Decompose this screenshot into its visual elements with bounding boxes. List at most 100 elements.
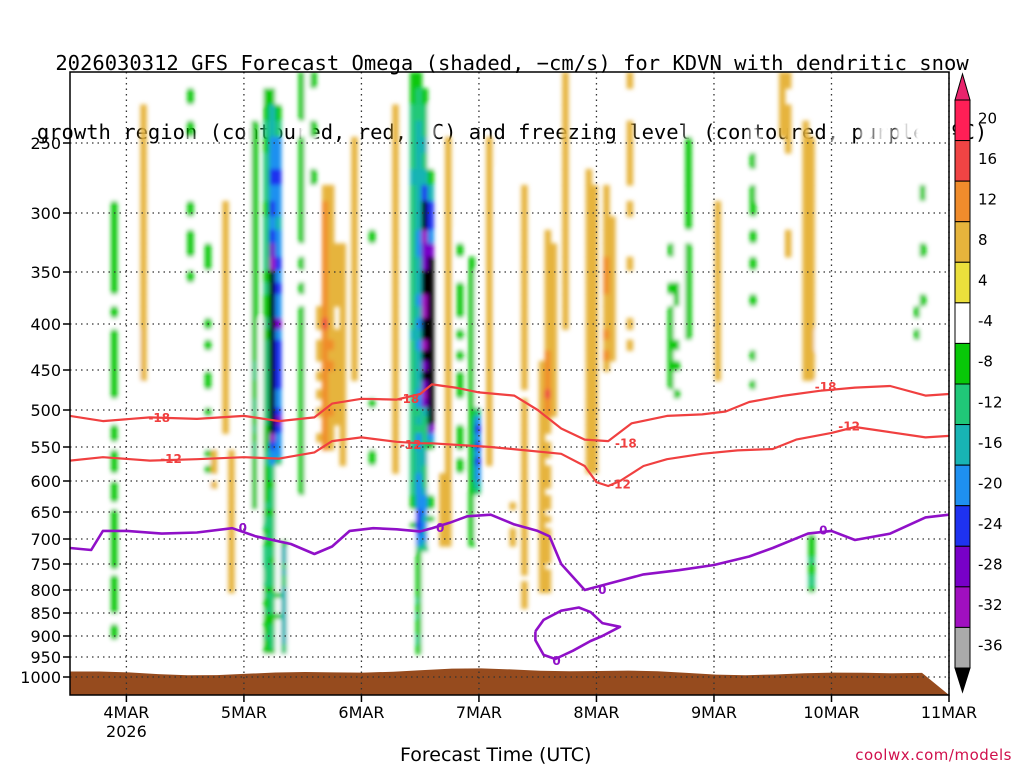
omega-cell bbox=[521, 270, 528, 283]
omega-cell bbox=[609, 229, 616, 244]
omega-cell bbox=[925, 136, 933, 154]
omega-cell bbox=[445, 169, 452, 186]
source-credit[interactable]: coolwx.com/models bbox=[855, 746, 1012, 764]
omega-cell bbox=[298, 72, 305, 89]
omega-cell bbox=[866, 256, 874, 271]
omega-cell bbox=[415, 318, 423, 330]
omega-cell bbox=[140, 104, 147, 122]
omega-cell bbox=[204, 360, 212, 372]
omega-cell bbox=[409, 473, 417, 482]
omega-cell bbox=[802, 243, 809, 258]
omega-cell bbox=[919, 243, 927, 258]
omega-cell bbox=[333, 243, 341, 258]
omega-cell bbox=[275, 551, 282, 559]
omega-cell bbox=[421, 592, 429, 599]
omega-cell bbox=[245, 185, 253, 202]
omega-cell bbox=[204, 416, 212, 426]
omega-cell bbox=[562, 185, 569, 202]
omega-cell bbox=[228, 540, 235, 547]
omega-cell bbox=[685, 256, 692, 271]
omega-cell bbox=[913, 216, 921, 231]
omega-cell bbox=[562, 104, 569, 122]
omega-cell bbox=[902, 360, 909, 372]
omega-cell bbox=[603, 216, 610, 231]
omega-cell bbox=[831, 216, 839, 231]
omega-cell bbox=[368, 441, 376, 451]
omega-cell bbox=[140, 201, 147, 217]
omega-cell bbox=[421, 153, 429, 170]
omega-cell bbox=[445, 371, 452, 381]
omega-cell bbox=[409, 294, 417, 307]
omega-cell bbox=[333, 329, 341, 341]
omega-cell bbox=[321, 433, 329, 443]
omega-cell bbox=[310, 169, 317, 186]
omega-cell bbox=[134, 360, 141, 372]
omega-cell bbox=[140, 306, 147, 319]
omega-cell bbox=[368, 380, 376, 391]
omega-cell bbox=[409, 515, 417, 523]
omega-cell bbox=[368, 457, 376, 467]
omega-cell bbox=[251, 360, 259, 372]
omega-cell bbox=[415, 481, 423, 489]
omega-cell bbox=[415, 563, 423, 570]
omega-cell bbox=[327, 389, 335, 400]
omega-cell bbox=[187, 88, 194, 106]
omega-cell bbox=[415, 457, 423, 467]
omega-cell bbox=[263, 557, 270, 564]
omega-cell bbox=[204, 243, 212, 258]
omega-cell bbox=[878, 185, 886, 202]
omega-cell bbox=[321, 329, 329, 341]
omega-cell bbox=[333, 407, 341, 417]
omega-cell bbox=[275, 613, 282, 620]
omega-cell bbox=[673, 329, 681, 341]
omega-cell bbox=[585, 457, 593, 467]
omega-cell bbox=[257, 473, 264, 482]
x-tick-label: 6MAR bbox=[338, 703, 384, 722]
omega-cell bbox=[773, 294, 780, 307]
omega-cell bbox=[439, 481, 446, 489]
omega-cell bbox=[749, 256, 757, 271]
omega-cell bbox=[421, 575, 429, 582]
omega-cell bbox=[445, 495, 452, 503]
omega-cell bbox=[269, 407, 276, 417]
omega-cell bbox=[550, 243, 557, 258]
omega-cell bbox=[802, 371, 809, 381]
omega-cell bbox=[544, 581, 552, 588]
omega-cell bbox=[275, 339, 282, 351]
omega-cell bbox=[204, 282, 212, 295]
omega-cell bbox=[497, 424, 505, 434]
omega-cell bbox=[421, 502, 429, 510]
ground-surface bbox=[70, 668, 949, 695]
omega-cell bbox=[925, 153, 933, 170]
y-tick-label: 350 bbox=[30, 263, 61, 282]
omega-cell bbox=[298, 380, 305, 391]
omega-cell bbox=[298, 407, 305, 417]
omega-cell bbox=[468, 407, 475, 417]
omega-cell bbox=[497, 201, 505, 217]
omega-cell bbox=[497, 433, 505, 443]
omega-cell bbox=[902, 201, 909, 217]
omega-cell bbox=[204, 481, 212, 489]
omega-cell bbox=[456, 473, 464, 482]
omega-cell bbox=[280, 649, 288, 655]
omega-cell bbox=[251, 389, 259, 400]
omega-cell bbox=[204, 329, 212, 341]
omega-cell bbox=[802, 256, 809, 271]
omega-cell bbox=[902, 216, 909, 231]
omega-cell bbox=[263, 551, 270, 559]
omega-cell bbox=[468, 329, 475, 341]
omega-cell bbox=[333, 360, 341, 372]
omega-cell bbox=[896, 72, 903, 89]
y-tick-label: 700 bbox=[30, 530, 61, 549]
omega-cell bbox=[351, 329, 358, 341]
contour-label: 0 bbox=[239, 521, 247, 535]
omega-cell bbox=[415, 465, 423, 474]
omega-cell bbox=[263, 216, 270, 231]
omega-cell bbox=[275, 398, 282, 409]
omega-cell bbox=[445, 270, 452, 283]
omega-cell bbox=[585, 350, 593, 362]
omega-cell bbox=[878, 104, 886, 122]
omega-cell bbox=[902, 169, 909, 186]
omega-cell bbox=[409, 136, 417, 154]
omega-cell bbox=[415, 216, 423, 231]
